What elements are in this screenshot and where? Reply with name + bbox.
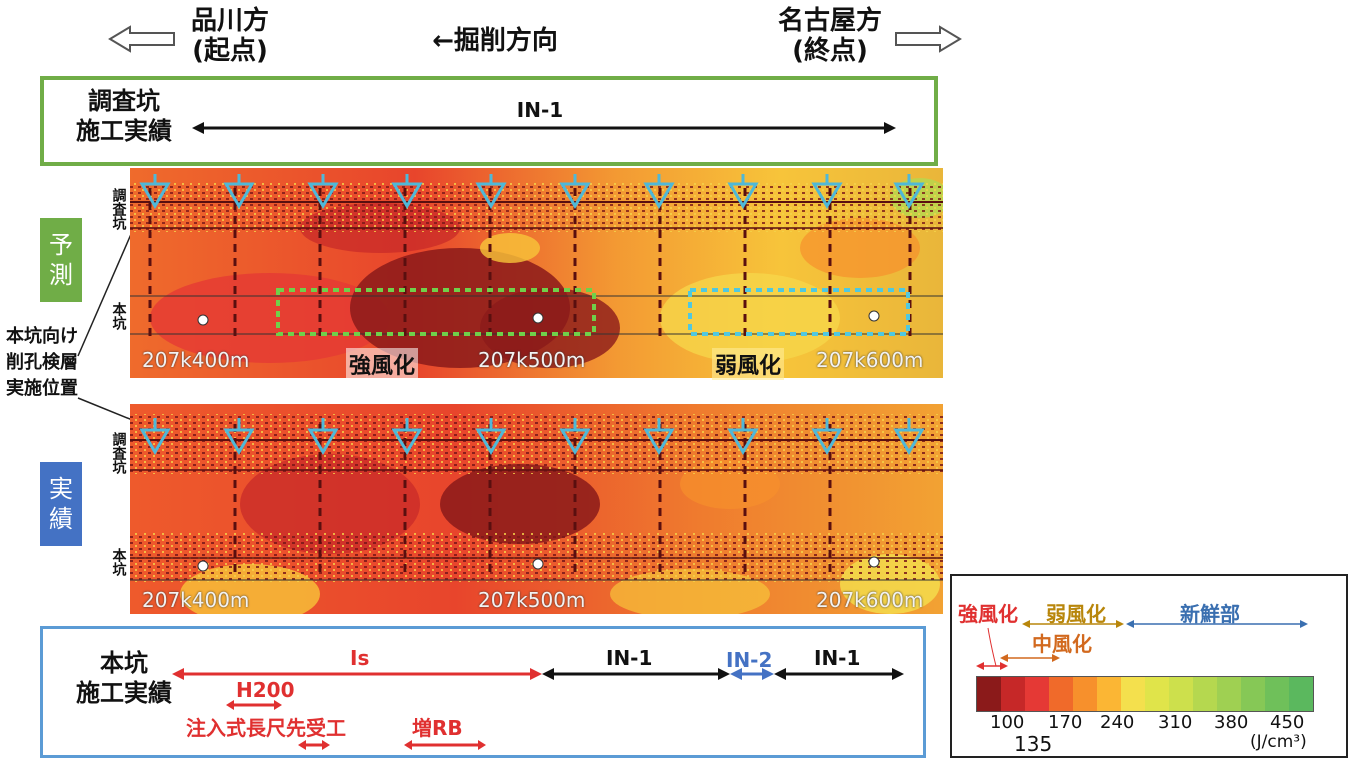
legend-swatch <box>1241 677 1265 711</box>
h200-arrow <box>224 698 284 712</box>
legend-swatch <box>1169 677 1193 711</box>
actual-marker-600: 207k600m <box>816 588 923 612</box>
legend-unit: (J/cm³) <box>1250 732 1307 752</box>
strong-weathering-zone: 強風化 <box>346 348 418 380</box>
borehole-note-2: 削孔検層 <box>6 350 78 376</box>
pred-marker-600: 207k600m <box>816 348 923 372</box>
right-arrow-icon <box>892 24 962 54</box>
rock-bolt-arrow <box>402 738 488 752</box>
actual-marker-500: 207k500m <box>478 588 585 612</box>
borehole-note-1: 本坑向け <box>6 324 78 350</box>
pre-support-label: 注入式長尺先受工 <box>186 712 346 741</box>
legend-swatch <box>1001 677 1025 711</box>
legend-range-arrows <box>960 610 1330 674</box>
survey-box-label-2: 施工実績 <box>64 116 184 146</box>
actual-tag-1: 実 <box>40 474 82 504</box>
survey-section-arrow <box>190 118 900 138</box>
survey-box-label-1: 調査坑 <box>64 86 184 116</box>
pred-main-vlabel: 本坑 <box>110 302 126 334</box>
actual-tag: 実 績 <box>40 462 82 546</box>
legend-swatch <box>1073 677 1097 711</box>
legend-swatch <box>977 677 1001 711</box>
actual-marker-400: 207k400m <box>142 588 249 612</box>
legend-swatch <box>1145 677 1169 711</box>
legend-tick-170: 170 <box>1048 712 1082 733</box>
legend-tick-310: 310 <box>1158 712 1192 733</box>
end-label: 名古屋方 (終点) <box>765 6 895 66</box>
end-name: 名古屋方 <box>765 6 895 36</box>
actual-survey-vlabel-text: 調査坑 <box>111 432 126 474</box>
legend-swatch <box>1193 677 1217 711</box>
actual-survey-vlabel: 調査坑 <box>110 432 126 478</box>
pred-survey-vlabel: 調査坑 <box>110 188 126 234</box>
main-box-label-1: 本坑 <box>64 648 184 678</box>
borehole-note-3: 実施位置 <box>6 376 78 402</box>
weak-weathering-zone: 弱風化 <box>712 348 784 380</box>
legend-swatch <box>1289 677 1313 711</box>
borehole-note: 本坑向け 削孔検層 実施位置 <box>6 324 78 402</box>
legend-swatch <box>1049 677 1073 711</box>
legend-tick-450: 450 <box>1270 712 1304 733</box>
main-box-label: 本坑 施工実績 <box>64 648 184 708</box>
pred-survey-vlabel-text: 調査坑 <box>111 188 126 230</box>
origin-name: 品川方 <box>180 6 280 36</box>
pred-marker-400: 207k400m <box>142 348 249 372</box>
survey-box-label: 調査坑 施工実績 <box>64 86 184 146</box>
rock-bolt-label: 増RB <box>412 712 463 741</box>
pred-main-vlabel-text: 本坑 <box>111 302 126 330</box>
origin-label: 品川方 (起点) <box>180 6 280 66</box>
legend-color-bar <box>976 676 1314 712</box>
pred-marker-500: 207k500m <box>478 348 585 372</box>
legend-tick-380: 380 <box>1214 712 1248 733</box>
actual-main-vlabel-text: 本坑 <box>111 548 126 576</box>
legend-tick-240: 240 <box>1100 712 1134 733</box>
prediction-heatmap <box>130 168 943 378</box>
legend-swatch <box>1217 677 1241 711</box>
actual-tag-2: 績 <box>40 504 82 534</box>
origin-note: (起点) <box>180 36 280 66</box>
legend-tick-100: 100 <box>990 712 1024 733</box>
pre-support-arrow <box>296 738 332 752</box>
excavation-direction: ←掘削方向 <box>405 26 585 56</box>
legend-swatch <box>1097 677 1121 711</box>
actual-heatmap <box>130 404 943 614</box>
legend-swatch <box>1265 677 1289 711</box>
legend-tick-135: 135 <box>1014 732 1052 756</box>
end-note: (終点) <box>765 36 895 66</box>
actual-main-vlabel: 本坑 <box>110 548 126 580</box>
legend-swatch <box>1121 677 1145 711</box>
left-arrow-icon <box>108 24 178 54</box>
main-box-label-2: 施工実績 <box>64 678 184 708</box>
legend-swatch <box>1025 677 1049 711</box>
